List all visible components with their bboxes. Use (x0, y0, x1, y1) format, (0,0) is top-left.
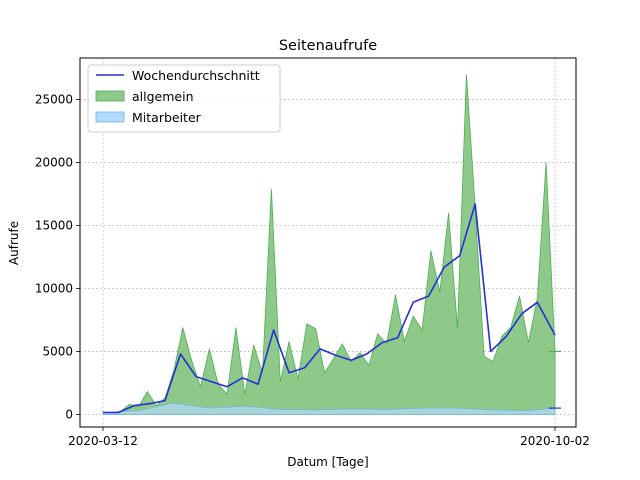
plot-frame (79, 57, 577, 428)
legend-label-staff: Mitarbeiter (132, 110, 202, 125)
y-tick-label: 0 (65, 407, 73, 421)
line-series-weekly-average (103, 203, 556, 414)
plot-area (102, 74, 561, 415)
y-axis-title: Aufrufe (7, 221, 21, 265)
chart-title: Seitenaufrufe (279, 38, 377, 54)
legend-label-general: allgemein (132, 89, 194, 104)
legend: Wochendurchschnitt allgemein Mitarbeiter (87, 64, 281, 133)
x-tick-label: 2020-10-02 (520, 434, 590, 448)
area-series-general (102, 74, 556, 415)
x-tick-label: 2020-03-12 (68, 434, 138, 448)
area-series-staff (102, 402, 556, 415)
legend-swatch-general (95, 90, 125, 102)
y-tick-label: 5000 (42, 344, 73, 358)
legend-swatch-staff (95, 111, 125, 123)
y-tick-label: 10000 (35, 281, 73, 295)
axes: 0 5000 10000 15000 20000 25000 2020-03-12 2020-… (35, 93, 590, 448)
legend-label-weekly-average: Wochendurchschnitt (132, 68, 260, 83)
x-axis-title: Datum [Tage] (287, 455, 368, 469)
y-tick-label: 20000 (35, 156, 73, 170)
y-tick-label: 15000 (35, 218, 73, 232)
y-tick-label: 25000 (35, 93, 73, 107)
legend-box (87, 64, 281, 133)
